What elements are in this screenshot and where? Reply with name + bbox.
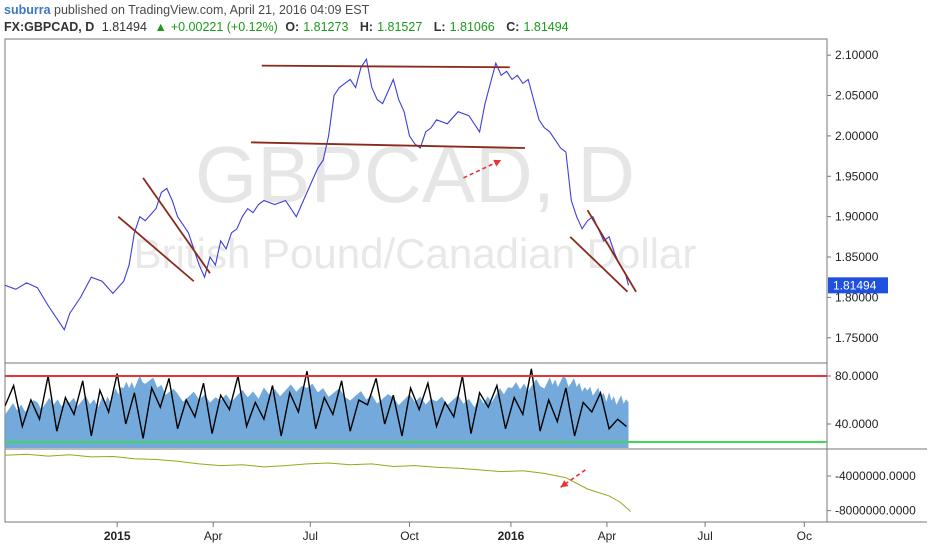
arrow-head: [493, 159, 502, 167]
y-tick-label: 2.10000: [835, 48, 879, 62]
annotation-arrow: [560, 469, 586, 488]
accumulation-pane: [5, 453, 632, 512]
publish-info: published on TradingView.com, April 21, …: [54, 3, 370, 17]
x-tick-label: 2015: [104, 529, 131, 543]
y-tick-label: 80.0000: [835, 369, 879, 383]
trendline: [586, 209, 637, 293]
ohlc-line: FX:GBPCAD, D 1.81494 ▲ +0.00221 (+0.12%) …: [4, 19, 928, 36]
price-pane: [5, 57, 637, 331]
arrow-head: [560, 480, 569, 488]
trendline: [569, 236, 629, 293]
x-tick-label: 2016: [498, 529, 525, 543]
trendline: [261, 64, 510, 69]
trendline: [142, 177, 211, 274]
x-tick-label: Jul: [303, 529, 318, 543]
oscillator-line: [5, 368, 627, 439]
trendline: [250, 141, 525, 149]
x-tick-label: Oc: [797, 529, 812, 543]
accumulation-line: [5, 453, 632, 512]
open-label: O:: [285, 20, 300, 34]
x-tick-label: Apr: [204, 529, 223, 543]
high-label: H:: [359, 20, 374, 34]
x-tick-label: Apr: [598, 529, 617, 543]
y-tick-label: 1.90000: [835, 210, 879, 224]
price-change: +0.00221 (+0.12%): [170, 20, 278, 34]
x-tick-label: Jul: [697, 529, 712, 543]
y-tick-label: 2.05000: [835, 89, 879, 103]
symbol-label: FX:GBPCAD, D: [4, 20, 95, 34]
oscillator-pane: [5, 368, 827, 448]
y-tick-label: 1.75000: [835, 331, 879, 345]
publish-line: suburra published on TradingView.com, Ap…: [4, 2, 928, 19]
last-price: 1.81494: [101, 20, 147, 34]
axes: 2.10000 2.05000 2.00000 1.95000 1.90000 1.850…: [104, 48, 916, 543]
y-tick-label: 1.85000: [835, 250, 879, 264]
y-tick-label: -4000000.0000: [835, 469, 916, 483]
up-triangle-icon: ▲: [154, 20, 167, 34]
low-value: 1.81066: [449, 20, 495, 34]
close-value: 1.81494: [523, 20, 569, 34]
watermark-symbol: GBPCAD, D: [195, 130, 635, 219]
high-value: 1.81527: [377, 20, 423, 34]
volume-area: [5, 375, 629, 448]
x-tick-label: Oct: [400, 529, 419, 543]
last-price-badge-label: 1.81494: [833, 278, 877, 292]
trendline: [117, 215, 195, 282]
price-line: [5, 57, 630, 331]
y-tick-label: -8000000.0000: [835, 504, 916, 518]
y-tick-label: 40.0000: [835, 417, 879, 431]
last-price-badge: [828, 277, 888, 294]
y-tick-label: 1.95000: [835, 169, 879, 183]
chart-header: suburra published on TradingView.com, Ap…: [4, 2, 928, 36]
chart-frame: [4, 38, 828, 523]
close-label: C:: [506, 20, 520, 34]
open-value: 1.81273: [303, 20, 349, 34]
low-label: L:: [433, 20, 446, 34]
y-tick-label: 1.80000: [835, 290, 879, 304]
y-tick-label: 2.00000: [835, 129, 879, 143]
author-link[interactable]: suburra: [4, 3, 51, 17]
